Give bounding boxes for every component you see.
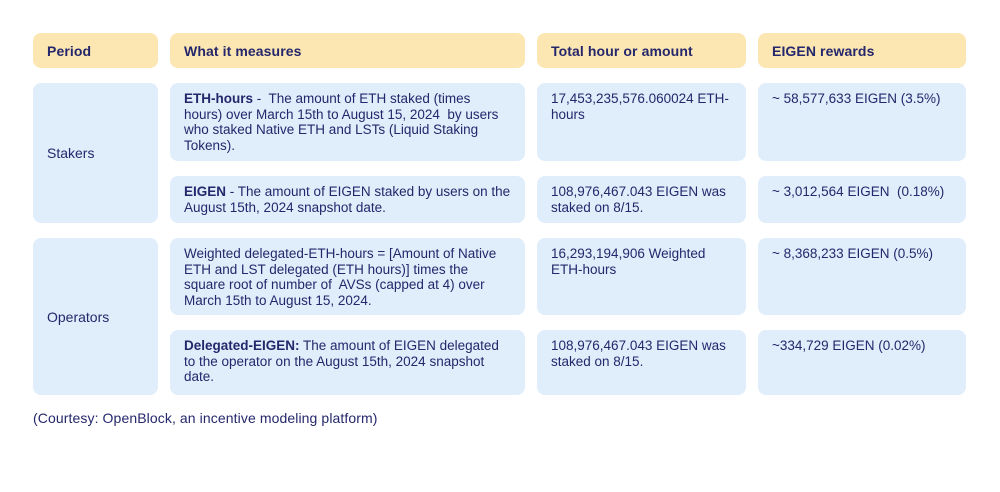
rewards-table: Period What it measures Total hour or am…: [33, 33, 966, 395]
total-text: 16,293,194,906 Weighted ETH-hours: [551, 246, 710, 277]
header-period: Period: [33, 33, 158, 68]
total-text: 108,976,467.043 EIGEN was staked on 8/15…: [551, 184, 730, 215]
measure-cell-eth-hours: ETH-hours - The amount of ETH staked (ti…: [170, 83, 525, 161]
total-cell: 108,976,467.043 EIGEN was staked on 8/15…: [537, 176, 746, 223]
header-measures: What it measures: [170, 33, 525, 68]
period-label: Stakers: [47, 145, 95, 161]
total-text: 17,453,235,576.060024 ETH-hours: [551, 91, 729, 122]
measure-text: Weighted delegated-ETH-hours = [Amount o…: [184, 246, 501, 308]
courtesy-caption: (Courtesy: OpenBlock, an incentive model…: [33, 410, 378, 426]
reward-cell: ~ 8,368,233 EIGEN (0.5%): [758, 238, 966, 315]
measure-lead: ETH-hours: [184, 91, 253, 106]
header-total: Total hour or amount: [537, 33, 746, 68]
measure-text: - The amount of EIGEN staked by users on…: [184, 184, 514, 215]
reward-cell: ~334,729 EIGEN (0.02%): [758, 330, 966, 395]
reward-text: ~ 3,012,564 EIGEN (0.18%): [772, 184, 945, 199]
reward-text: ~334,729 EIGEN (0.02%): [772, 338, 926, 353]
reward-cell: ~ 3,012,564 EIGEN (0.18%): [758, 176, 966, 223]
measure-cell-eigen: EIGEN - The amount of EIGEN staked by us…: [170, 176, 525, 223]
header-total-label: Total hour or amount: [551, 42, 693, 59]
period-cell-operators: Operators: [33, 238, 158, 395]
total-cell: 108,976,467.043 EIGEN was staked on 8/15…: [537, 330, 746, 395]
period-cell-stakers: Stakers: [33, 83, 158, 223]
reward-cell: ~ 58,577,633 EIGEN (3.5%): [758, 83, 966, 161]
header-measures-label: What it measures: [184, 42, 302, 59]
total-text: 108,976,467.043 EIGEN was staked on 8/15…: [551, 338, 730, 369]
measure-lead: EIGEN: [184, 184, 227, 199]
measure-text: - The amount of ETH staked (times hours)…: [184, 91, 503, 153]
header-rewards-label: EIGEN rewards: [772, 42, 875, 59]
period-label: Operators: [47, 308, 110, 325]
header-period-label: Period: [47, 42, 92, 59]
total-cell: 16,293,194,906 Weighted ETH-hours: [537, 238, 746, 315]
measure-lead: Delegated-EIGEN:: [184, 338, 300, 353]
reward-text: ~ 8,368,233 EIGEN (0.5%): [772, 246, 933, 261]
total-cell: 17,453,235,576.060024 ETH-hours: [537, 83, 746, 161]
reward-text: ~ 58,577,633 EIGEN (3.5%): [772, 91, 941, 106]
measure-cell-delegated-eigen: Delegated-EIGEN: The amount of EIGEN del…: [170, 330, 525, 395]
measure-text: The amount of EIGEN delegated to the ope…: [184, 338, 503, 384]
measure-cell-weighted-eth-hours: Weighted delegated-ETH-hours = [Amount o…: [170, 238, 525, 315]
header-rewards: EIGEN rewards: [758, 33, 966, 68]
